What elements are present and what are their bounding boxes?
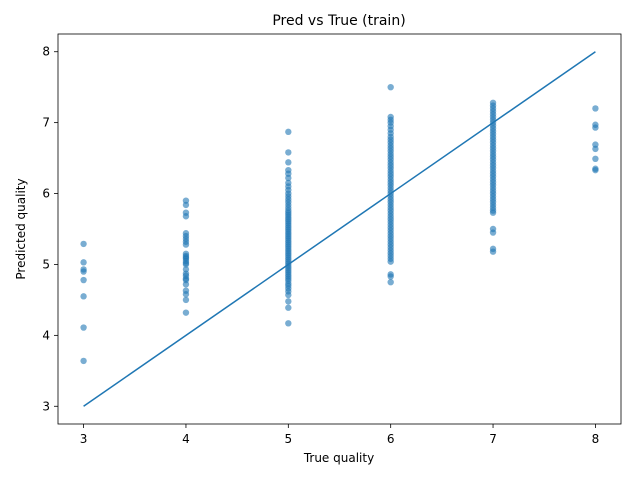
x-axis: 3 4 5 6 7 8 bbox=[80, 424, 599, 446]
data-point bbox=[182, 209, 190, 216]
data-point bbox=[285, 179, 292, 187]
data-point bbox=[489, 245, 497, 253]
data-point bbox=[489, 225, 497, 233]
data-point bbox=[285, 298, 292, 305]
data-point bbox=[592, 105, 599, 112]
data-point bbox=[285, 320, 292, 327]
data-point bbox=[80, 276, 87, 284]
y-tick-label: 8 bbox=[42, 45, 50, 59]
y-tick-label: 6 bbox=[42, 187, 50, 201]
data-point bbox=[592, 165, 599, 172]
data-point bbox=[182, 266, 190, 273]
data-point bbox=[387, 278, 394, 286]
data-point bbox=[285, 149, 292, 156]
data-point bbox=[80, 293, 87, 300]
data-point bbox=[80, 357, 87, 365]
data-point bbox=[80, 240, 87, 248]
plot-area bbox=[80, 51, 599, 407]
y-tick-label: 3 bbox=[42, 399, 50, 413]
identity-line bbox=[83, 51, 596, 407]
data-point bbox=[285, 159, 292, 166]
data-point bbox=[285, 166, 292, 174]
data-point bbox=[80, 266, 87, 273]
chart-title: Pred vs True (train) bbox=[272, 13, 405, 29]
y-axis-label: Predicted quality bbox=[14, 178, 28, 279]
x-tick-label: 7 bbox=[489, 432, 497, 446]
data-point bbox=[182, 309, 190, 316]
x-tick-label: 6 bbox=[387, 432, 395, 446]
plot-frame bbox=[57, 33, 622, 425]
data-point bbox=[387, 83, 394, 91]
data-point bbox=[182, 250, 190, 258]
data-point bbox=[182, 296, 190, 304]
data-point bbox=[182, 197, 190, 204]
data-point bbox=[592, 155, 599, 162]
data-point bbox=[80, 259, 87, 266]
x-tick-label: 3 bbox=[80, 432, 88, 446]
data-point bbox=[387, 271, 394, 278]
data-point bbox=[592, 121, 599, 128]
x-axis-label: True quality bbox=[303, 451, 374, 465]
y-tick-label: 7 bbox=[42, 116, 50, 130]
data-point bbox=[80, 324, 87, 331]
data-point bbox=[285, 128, 292, 136]
data-point bbox=[387, 113, 394, 121]
y-tick-label: 4 bbox=[42, 328, 50, 342]
x-tick-label: 8 bbox=[592, 432, 600, 446]
y-axis: 3 4 5 6 7 8 bbox=[42, 45, 58, 413]
data-point bbox=[182, 230, 190, 237]
x-tick-label: 5 bbox=[284, 432, 292, 446]
data-point bbox=[489, 99, 497, 106]
data-point bbox=[592, 141, 599, 148]
y-tick-label: 5 bbox=[42, 257, 50, 271]
x-tick-label: 4 bbox=[182, 432, 190, 446]
data-point bbox=[285, 304, 292, 311]
data-point bbox=[182, 287, 190, 294]
